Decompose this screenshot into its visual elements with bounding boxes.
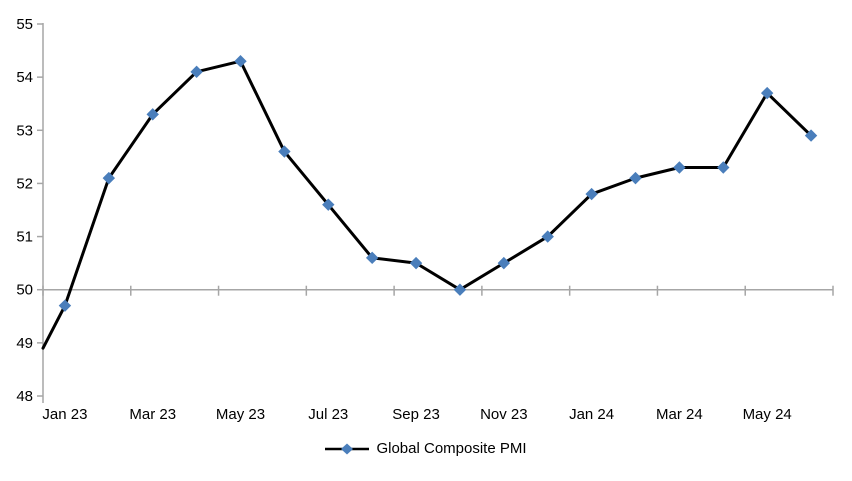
svg-text:49: 49 xyxy=(16,335,33,352)
svg-text:Jan 23: Jan 23 xyxy=(42,406,87,423)
svg-text:51: 51 xyxy=(16,229,33,246)
svg-text:Nov 23: Nov 23 xyxy=(480,406,528,423)
svg-text:Jul 23: Jul 23 xyxy=(308,406,348,423)
svg-text:Mar 24: Mar 24 xyxy=(656,406,703,423)
svg-text:Mar 23: Mar 23 xyxy=(129,406,176,423)
svg-text:50: 50 xyxy=(16,282,33,299)
svg-text:53: 53 xyxy=(16,122,33,139)
svg-text:54: 54 xyxy=(16,69,33,86)
svg-text:May 24: May 24 xyxy=(743,406,792,423)
legend: Global Composite PMI xyxy=(0,440,852,457)
svg-text:Sep 23: Sep 23 xyxy=(392,406,440,423)
svg-text:48: 48 xyxy=(16,388,33,405)
svg-text:55: 55 xyxy=(16,16,33,33)
svg-text:52: 52 xyxy=(16,175,33,192)
svg-text:Jan 24: Jan 24 xyxy=(569,406,614,423)
svg-text:May 23: May 23 xyxy=(216,406,265,423)
legend-line-marker-icon xyxy=(325,443,370,454)
legend-label: Global Composite PMI xyxy=(376,440,527,457)
